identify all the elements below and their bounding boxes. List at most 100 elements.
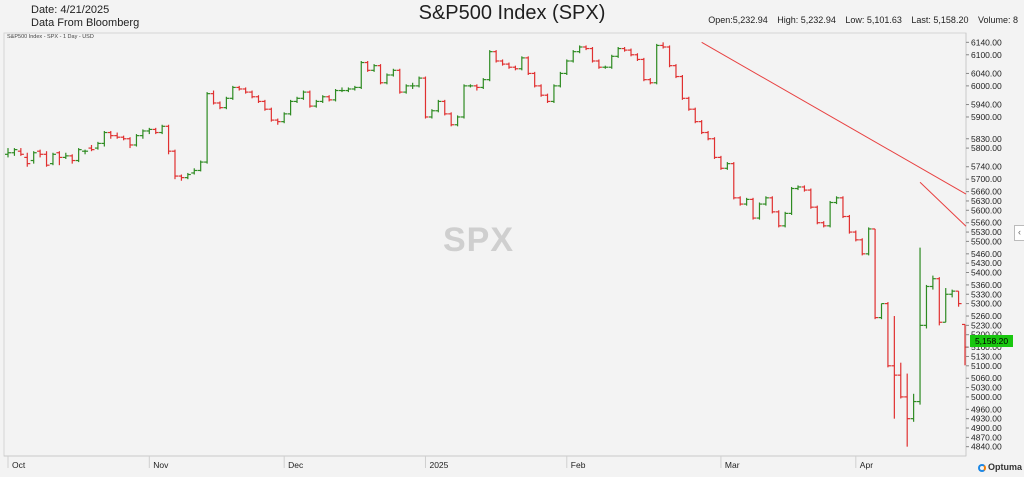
y-tick-label: 4870.00 <box>971 432 1002 442</box>
ohlc-bar <box>287 99 294 116</box>
ohlc-bar <box>242 87 249 94</box>
ohlc-bar <box>274 118 281 125</box>
ohlc-bar <box>518 56 525 71</box>
collapse-chevron-icon[interactable]: ‹ <box>1014 225 1024 241</box>
ohlc-bar <box>743 197 750 206</box>
chart-subtitle: S&P500 Index - SPX - 1 Day - USD <box>7 34 94 40</box>
y-tick-label: 5330.00 <box>971 289 1002 299</box>
ohlc-bar <box>24 152 31 167</box>
y-axis: 6140.00 6100.00 6040.00 6000.00 5940.00 5900.… <box>966 37 1002 452</box>
ohlc-bar <box>788 186 795 215</box>
y-tick-label: 5230.00 <box>971 320 1002 330</box>
y-tick-label: 4930.00 <box>971 414 1002 424</box>
ohlc-bar <box>101 130 108 147</box>
ohlc-bar <box>595 59 602 69</box>
ohlc-bar <box>936 277 943 326</box>
y-tick-label: 5460.00 <box>971 249 1002 259</box>
ohlc-bar <box>852 230 859 242</box>
ohlc-bar <box>724 162 731 170</box>
ohlc-bar <box>249 90 256 99</box>
y-tick-label: 5060.00 <box>971 373 1002 383</box>
ohlc-bar <box>634 53 641 61</box>
ohlc-bar <box>216 101 223 110</box>
ohlc-bar <box>171 149 178 180</box>
ohlc-bar <box>11 148 18 156</box>
watermark: SPX <box>443 221 515 259</box>
ohlc-bar <box>640 57 647 82</box>
date-label: Date: 4/21/2025 <box>31 4 110 16</box>
ohlc-bar <box>762 196 769 206</box>
ohlc-bar <box>679 74 686 100</box>
ohlc-bar <box>268 107 275 122</box>
ohlc-bar <box>512 65 519 71</box>
ohlc-bar <box>403 84 410 94</box>
optuma-logo-icon <box>977 464 986 472</box>
ohlc-bar <box>621 46 628 52</box>
ohlc-bar <box>30 151 37 164</box>
ohlc-bar <box>94 141 101 150</box>
header-info: Date: 4/21/2025 Data From Bloomberg <box>31 4 139 30</box>
ohlc-bar <box>49 152 56 166</box>
ohlc-bar <box>775 210 782 228</box>
ohlc-bar <box>923 284 930 329</box>
ohlc-bar <box>43 151 50 167</box>
ohlc-bar <box>557 71 564 88</box>
ohlc-bar <box>236 85 243 91</box>
y-tick-label: 5630.00 <box>971 196 1002 206</box>
ohlc-bar <box>223 96 230 110</box>
ohlc-bar <box>884 302 891 368</box>
ohlc-bar <box>281 112 288 124</box>
ohlc-bar <box>326 95 333 102</box>
ohlc-bar <box>583 45 590 51</box>
ohlc-bar <box>486 50 493 82</box>
ohlc-bar <box>538 84 545 97</box>
ohlc-bar <box>345 87 352 93</box>
ohlc-bar <box>698 120 705 135</box>
ohlc-readout: Open:5,232.94 High: 5,232.94 Low: 5,101.… <box>701 15 1018 25</box>
y-tick-label: 5740.00 <box>971 162 1002 172</box>
ohlc-bar <box>294 96 301 103</box>
y-tick-label: 6100.00 <box>971 50 1002 60</box>
ohlc-bar <box>467 84 474 88</box>
ohlc-bar <box>165 124 172 155</box>
volume-value: Volume: 8 <box>977 15 1018 25</box>
ohlc-bar <box>608 54 615 69</box>
ohlc-bar <box>550 84 557 103</box>
ohlc-bar <box>955 290 962 307</box>
ohlc-bar <box>705 130 712 141</box>
optuma-logo: Optuma <box>977 462 1022 472</box>
y-tick-label: 6040.00 <box>971 68 1002 78</box>
ohlc-bar <box>422 76 429 119</box>
open-value: Open:5,232.94 <box>708 15 768 25</box>
ohlc-bar <box>717 155 724 170</box>
y-tick-label: 5430.00 <box>971 258 1002 268</box>
y-tick-label: 5400.00 <box>971 267 1002 277</box>
ohlc-bar <box>120 135 127 141</box>
ohlc-bar <box>814 205 821 225</box>
ohlc-bar <box>178 174 185 181</box>
ohlc-bar <box>152 127 159 135</box>
y-tick-label: 5160.00 <box>971 342 1002 352</box>
ohlc-bar <box>531 71 538 88</box>
ohlc-bar <box>891 316 898 419</box>
y-tick-label: 5130.00 <box>971 351 1002 361</box>
ohlc-bar <box>859 238 866 256</box>
source-label: Data From Bloomberg <box>31 17 140 29</box>
y-tick-label: 4840.00 <box>971 442 1002 452</box>
ohlc-bar <box>897 362 904 399</box>
y-tick-label: 5660.00 <box>971 187 1002 197</box>
ohlc-bar <box>910 393 917 422</box>
ohlc-bar <box>692 107 699 124</box>
ohlc-bar <box>114 132 121 139</box>
ohlc-bar <box>75 148 82 163</box>
ohlc-bar <box>647 78 654 85</box>
ohlc-bar <box>660 42 667 49</box>
ohlc-bar <box>756 202 763 220</box>
ohlc-bar <box>801 185 808 192</box>
ohlc-bar <box>750 197 757 220</box>
ohlc-bar <box>499 59 506 66</box>
y-tick-label: 5700.00 <box>971 174 1002 184</box>
ohlc-bar <box>653 43 660 85</box>
ohlc-bar <box>139 129 146 139</box>
